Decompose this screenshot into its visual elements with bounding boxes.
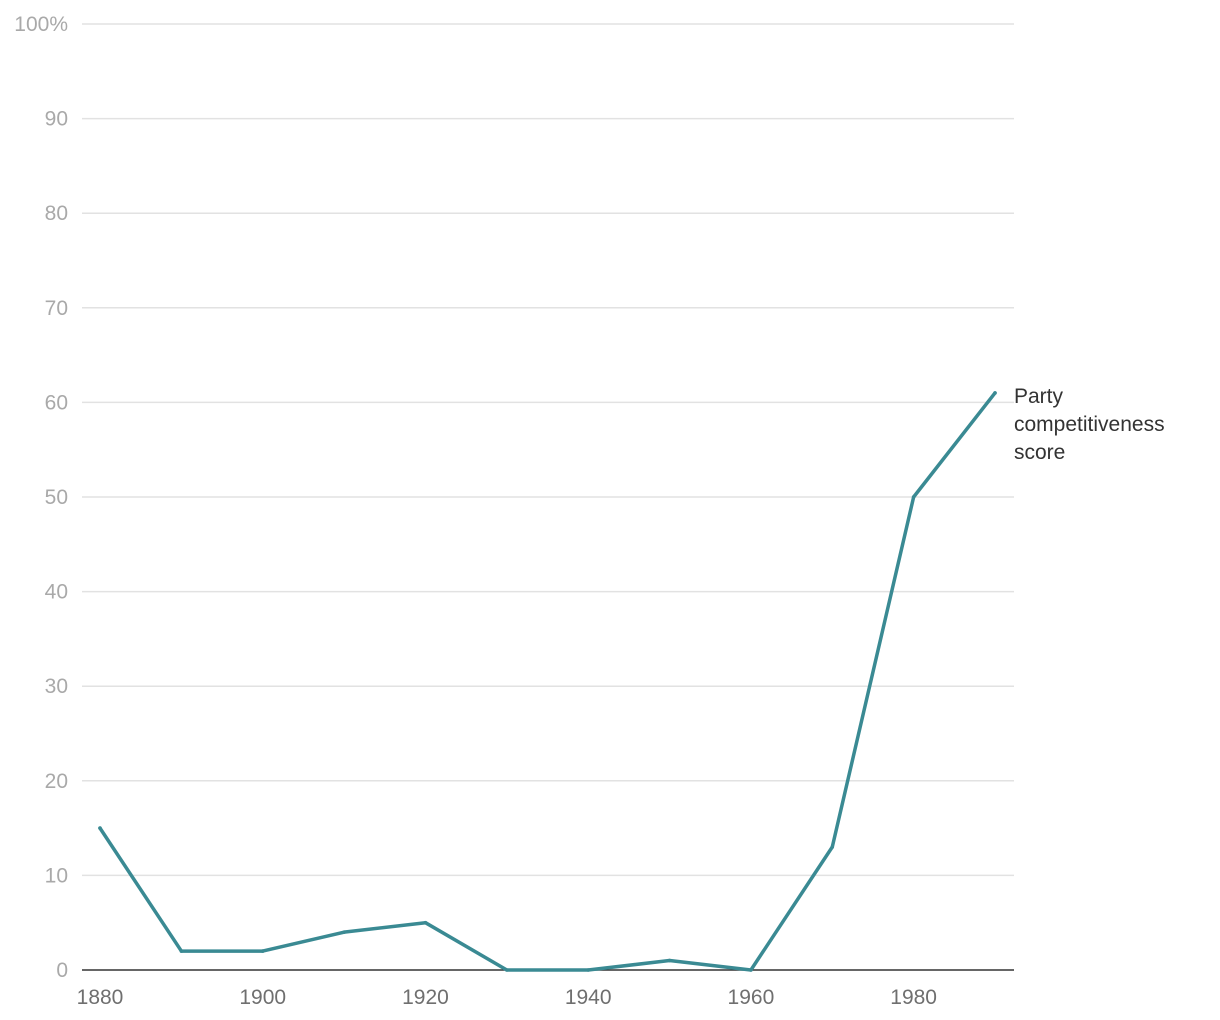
y-tick-label: 60 <box>45 391 68 414</box>
y-tick-label: 90 <box>45 108 68 131</box>
y-tick-label: 100% <box>14 13 68 36</box>
series-label-line: Party <box>1014 385 1064 408</box>
y-tick-label: 20 <box>45 770 68 793</box>
data-point <box>179 949 184 953</box>
x-tick-label: 1980 <box>890 986 937 1009</box>
x-tick-label: 1900 <box>239 986 286 1009</box>
series-line <box>98 391 997 972</box>
x-tick-label: 1940 <box>565 986 612 1009</box>
y-tick-label: 50 <box>45 486 68 509</box>
data-point <box>749 968 753 972</box>
series-label: Party competitiveness score <box>1014 385 1165 464</box>
series-label-line: competitiveness <box>1014 413 1165 436</box>
series-labels: Party competitiveness score <box>1014 385 1165 464</box>
y-tick-label: 40 <box>45 581 68 604</box>
y-tick-label: 10 <box>45 864 68 887</box>
x-axis-tick-labels: 1880 1900 1920 1940 1960 1980 <box>77 986 937 1009</box>
y-tick-label: 80 <box>45 202 68 225</box>
data-point <box>505 968 509 972</box>
series-label-line: score <box>1014 441 1065 464</box>
data-point <box>667 958 672 963</box>
x-tick-label: 1880 <box>77 986 124 1009</box>
data-point <box>830 845 835 849</box>
data-point <box>586 968 590 972</box>
x-tick-label: 1920 <box>402 986 449 1009</box>
data-point <box>342 930 346 934</box>
data-point <box>260 949 265 953</box>
data-point <box>98 826 102 830</box>
data-point <box>993 391 997 395</box>
data-point <box>423 920 428 925</box>
x-tick-label: 1960 <box>728 986 775 1009</box>
y-tick-label: 30 <box>45 675 68 698</box>
y-tick-label: 70 <box>45 297 68 320</box>
y-axis-tick-labels: 0 10 20 30 40 50 60 70 80 90 100% <box>14 13 68 982</box>
series-lines <box>98 391 997 972</box>
y-tick-label: 0 <box>56 959 68 982</box>
grid-lines <box>82 23 1014 971</box>
data-point <box>911 495 916 499</box>
